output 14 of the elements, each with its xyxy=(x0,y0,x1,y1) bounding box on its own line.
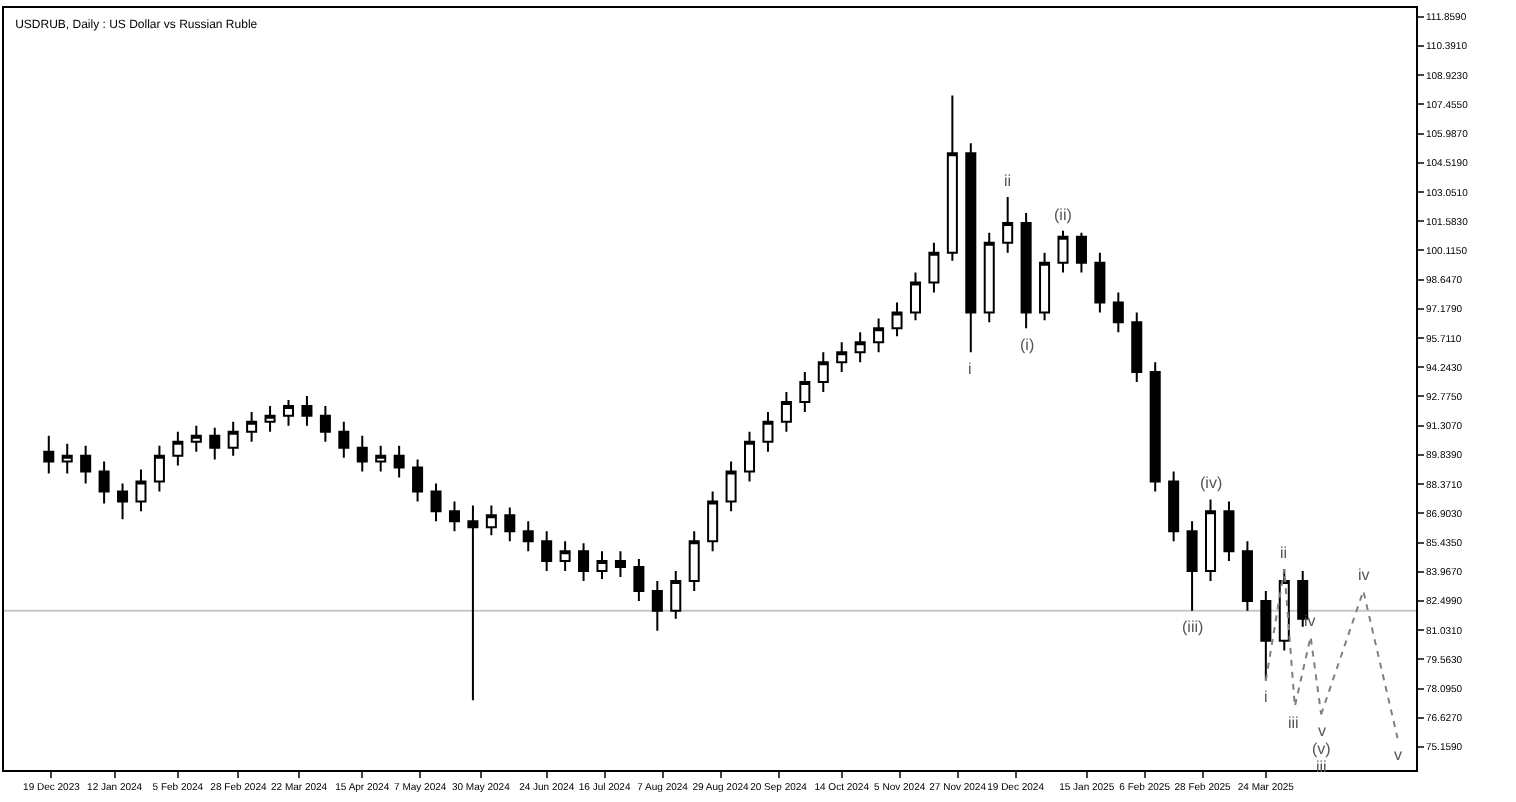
annotation: i xyxy=(1264,688,1268,706)
annotation: (i) xyxy=(1020,336,1035,354)
annotation: i xyxy=(968,360,972,378)
annotation: (iii) xyxy=(1182,618,1204,636)
annotation: ii xyxy=(1280,544,1288,562)
annotation: (ii) xyxy=(1054,206,1073,224)
annotation: ii xyxy=(1004,172,1012,190)
annotation: iv xyxy=(1358,566,1370,584)
annotation: v xyxy=(1318,722,1326,740)
annotation: (iv) xyxy=(1200,474,1223,492)
annotation: iv xyxy=(1304,612,1316,630)
annotation: v xyxy=(1394,746,1402,764)
annotation: (v) xyxy=(1312,740,1332,758)
annotation: iii xyxy=(1288,714,1300,732)
